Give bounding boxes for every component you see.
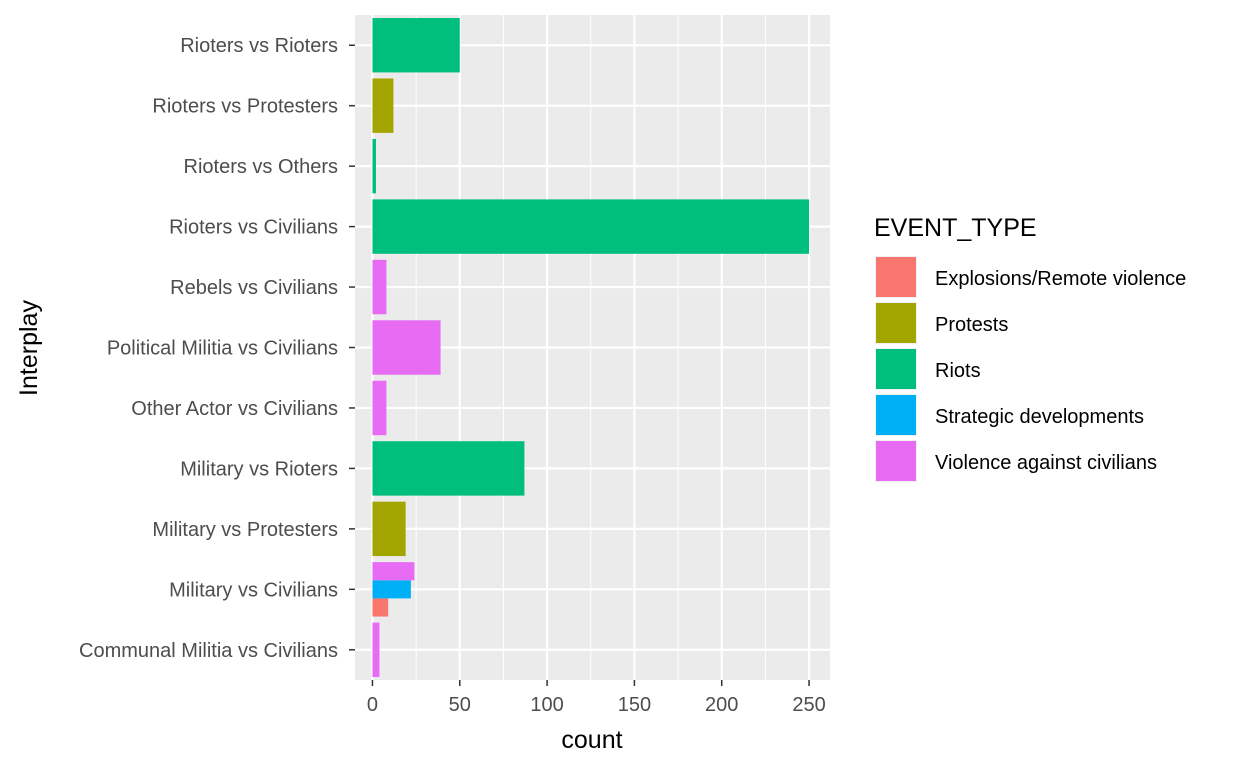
bar-military-vs-protesters-protests: [372, 501, 406, 557]
legend-key-swatch: [876, 395, 916, 435]
bar-rioters-vs-rioters-riots: [372, 18, 460, 73]
legend-item-label: Riots: [935, 360, 981, 382]
bar-rioters-vs-protesters-protests: [372, 78, 394, 133]
bar-communal-militia-vs-civilians-violence-against-civilians: [372, 622, 380, 677]
y-tick-label: Rebels vs Civilians: [170, 277, 338, 299]
y-tick-label: Rioters vs Civilians: [169, 217, 338, 239]
x-tick-label: 100: [530, 694, 563, 716]
bar-rioters-vs-civilians-riots: [372, 199, 810, 254]
bar-other-actor-vs-civilians-violence-against-civilians: [372, 380, 387, 436]
legend-item-label: Protests: [935, 314, 1008, 336]
y-tick-label: Political Militia vs Civilians: [107, 338, 338, 360]
y-axis-title: Interplay: [15, 300, 43, 396]
y-tick-label: Rioters vs Protesters: [152, 96, 338, 118]
y-tick-label: Other Actor vs Civilians: [131, 398, 338, 420]
bar-military-vs-civilians-violence-against-civilians: [372, 562, 415, 581]
bar-military-vs-rioters-riots: [372, 441, 525, 496]
legend-title: EVENT_TYPE: [874, 214, 1037, 242]
y-tick-label: Rioters vs Rioters: [180, 35, 338, 57]
y-tick-label: Communal Militia vs Civilians: [79, 640, 338, 662]
bar-political-militia-vs-civilians-violence-against-civilians: [372, 320, 441, 375]
legend-item-label: Strategic developments: [935, 406, 1144, 428]
y-tick-label: Military vs Rioters: [180, 458, 338, 480]
y-tick-label: Military vs Protesters: [152, 519, 338, 541]
x-tick-label: 250: [792, 694, 825, 716]
x-tick-label: 0: [367, 694, 378, 716]
x-tick-label: 200: [705, 694, 738, 716]
bar-military-vs-civilians-explosions-remote-violence: [372, 598, 389, 617]
legend-key-swatch: [876, 441, 916, 481]
legend-key-swatch: [876, 257, 916, 297]
legend: EVENT_TYPE Explosions/Remote violence Pro…: [874, 214, 1186, 482]
bar-military-vs-civilians-strategic-developments: [372, 580, 411, 599]
bars: [372, 18, 810, 677]
axes: Rioters vs Rioters Rioters vs Protesters R…: [79, 35, 826, 716]
x-axis-title: count: [561, 726, 622, 754]
y-tick-label: Rioters vs Others: [184, 156, 338, 178]
legend-item-label: Explosions/Remote violence: [935, 268, 1186, 290]
bar-rioters-vs-others-riots: [372, 138, 376, 194]
x-tick-label: 150: [618, 694, 651, 716]
legend-item-label: Violence against civilians: [935, 452, 1157, 474]
legend-key-swatch: [876, 303, 916, 343]
legend-key-swatch: [876, 349, 916, 389]
bar-rebels-vs-civilians-violence-against-civilians: [372, 259, 387, 315]
y-tick-label: Military vs Civilians: [169, 579, 338, 601]
x-tick-label: 50: [449, 694, 471, 716]
